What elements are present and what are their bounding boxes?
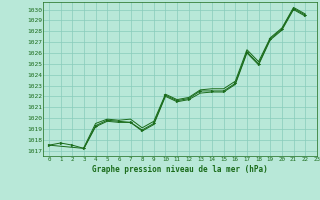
X-axis label: Graphe pression niveau de la mer (hPa): Graphe pression niveau de la mer (hPa) [92,165,268,174]
